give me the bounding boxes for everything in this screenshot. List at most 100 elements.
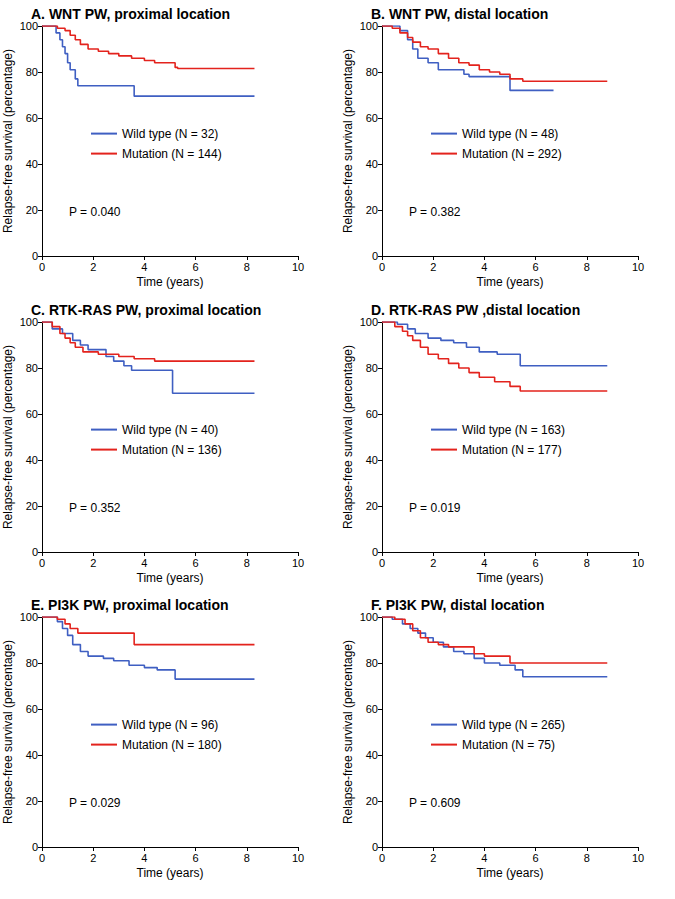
svg-text:Relapse-free survival (percent: Relapse-free survival (percentage) [341,49,355,233]
svg-text:0: 0 [379,557,385,569]
svg-text:0: 0 [379,852,385,864]
svg-text:0: 0 [39,557,45,569]
svg-text:40: 40 [366,749,378,761]
svg-text:Wild type (N = 163): Wild type (N = 163) [462,423,565,437]
svg-text:Mutation (N = 292): Mutation (N = 292) [462,147,562,161]
svg-text:6: 6 [193,261,199,273]
svg-text:6: 6 [193,557,199,569]
svg-text:10: 10 [292,852,304,864]
svg-text:Relapse-free survival (percent: Relapse-free survival (percentage) [1,640,15,824]
svg-text:Time (years): Time (years) [477,275,544,289]
svg-text:Time (years): Time (years) [477,866,544,880]
svg-text:Wild type (N = 32): Wild type (N = 32) [122,127,218,141]
svg-text:Relapse-free survival (percent: Relapse-free survival (percentage) [1,49,15,233]
svg-text:10: 10 [632,261,644,273]
svg-text:80: 80 [26,362,38,374]
svg-text:Relapse-free survival (percent: Relapse-free survival (percentage) [341,345,355,529]
svg-text:40: 40 [26,454,38,466]
svg-text:Time (years): Time (years) [137,866,204,880]
svg-text:Wild type (N = 40): Wild type (N = 40) [122,423,218,437]
svg-text:20: 20 [366,500,378,512]
svg-text:4: 4 [141,852,147,864]
svg-text:2: 2 [90,852,96,864]
svg-text:C. RTK-RAS PW, proximal locati: C. RTK-RAS PW, proximal location [31,302,261,318]
svg-text:Wild type (N = 48): Wild type (N = 48) [462,127,558,141]
svg-text:20: 20 [26,795,38,807]
svg-text:P = 0.029: P = 0.029 [69,796,121,810]
svg-text:4: 4 [481,557,487,569]
svg-text:2: 2 [430,261,436,273]
svg-text:10: 10 [292,261,304,273]
svg-text:0: 0 [372,250,378,262]
svg-text:0: 0 [32,250,38,262]
svg-text:80: 80 [366,66,378,78]
svg-text:10: 10 [292,557,304,569]
svg-text:0: 0 [379,261,385,273]
svg-text:Mutation (N = 144): Mutation (N = 144) [122,147,222,161]
svg-text:P = 0.382: P = 0.382 [409,205,461,219]
svg-text:6: 6 [533,557,539,569]
svg-text:80: 80 [26,657,38,669]
svg-text:A. WNT PW, proximal location: A. WNT PW, proximal location [31,6,230,22]
svg-text:B. WNT PW, distal location: B. WNT PW, distal location [371,6,548,22]
svg-text:8: 8 [244,852,250,864]
svg-text:Relapse-free survival (percent: Relapse-free survival (percentage) [341,640,355,824]
svg-text:0: 0 [32,546,38,558]
svg-text:P = 0.040: P = 0.040 [69,205,121,219]
svg-text:2: 2 [90,261,96,273]
svg-text:0: 0 [372,546,378,558]
svg-text:10: 10 [632,852,644,864]
svg-text:Time (years): Time (years) [137,275,204,289]
svg-text:0: 0 [32,841,38,853]
svg-text:60: 60 [26,408,38,420]
svg-text:Time (years): Time (years) [137,571,204,585]
svg-text:40: 40 [366,454,378,466]
svg-text:2: 2 [90,557,96,569]
svg-text:60: 60 [26,703,38,715]
svg-text:80: 80 [366,362,378,374]
svg-text:P = 0.352: P = 0.352 [69,501,121,515]
svg-text:Mutation (N = 177): Mutation (N = 177) [462,443,562,457]
svg-text:Relapse-free survival (percent: Relapse-free survival (percentage) [1,345,15,529]
svg-text:8: 8 [244,261,250,273]
svg-text:20: 20 [366,795,378,807]
svg-text:P = 0.609: P = 0.609 [409,796,461,810]
svg-text:6: 6 [533,261,539,273]
svg-text:60: 60 [366,112,378,124]
svg-text:Wild type (N = 265): Wild type (N = 265) [462,718,565,732]
svg-text:4: 4 [141,261,147,273]
svg-text:E. PI3K PW, proximal location: E. PI3K PW, proximal location [31,597,229,613]
svg-text:P = 0.019: P = 0.019 [409,501,461,515]
svg-text:Mutation (N = 180): Mutation (N = 180) [122,738,222,752]
svg-text:Mutation (N = 136): Mutation (N = 136) [122,443,222,457]
svg-text:Time (years): Time (years) [477,571,544,585]
svg-text:20: 20 [26,204,38,216]
svg-text:40: 40 [366,158,378,170]
svg-text:2: 2 [430,852,436,864]
svg-text:D. RTK-RAS PW ,distal location: D. RTK-RAS PW ,distal location [371,302,580,318]
svg-text:8: 8 [244,557,250,569]
svg-text:6: 6 [533,852,539,864]
svg-text:60: 60 [366,408,378,420]
svg-text:20: 20 [366,204,378,216]
svg-text:4: 4 [481,261,487,273]
svg-text:80: 80 [366,657,378,669]
svg-text:4: 4 [141,557,147,569]
svg-text:80: 80 [26,66,38,78]
svg-text:8: 8 [584,557,590,569]
svg-text:6: 6 [193,852,199,864]
svg-text:60: 60 [366,703,378,715]
svg-text:8: 8 [584,852,590,864]
svg-text:0: 0 [372,841,378,853]
svg-text:2: 2 [430,557,436,569]
svg-text:4: 4 [481,852,487,864]
svg-text:F. PI3K PW, distal location: F. PI3K PW, distal location [371,597,544,613]
svg-text:Wild type (N = 96): Wild type (N = 96) [122,718,218,732]
svg-text:10: 10 [632,557,644,569]
svg-text:40: 40 [26,749,38,761]
svg-text:0: 0 [39,261,45,273]
svg-text:60: 60 [26,112,38,124]
svg-text:20: 20 [26,500,38,512]
svg-text:0: 0 [39,852,45,864]
svg-text:40: 40 [26,158,38,170]
